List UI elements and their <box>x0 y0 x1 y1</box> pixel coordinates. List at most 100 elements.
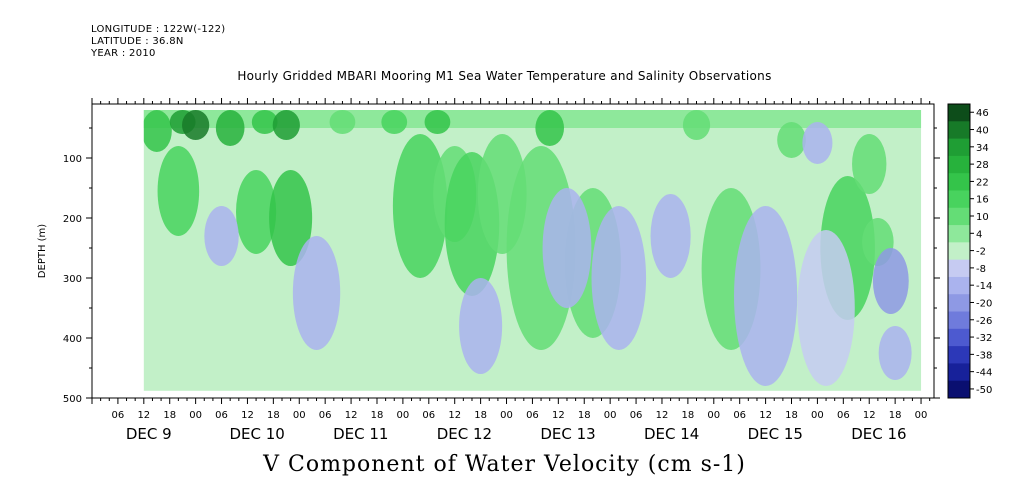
data-patch-11 <box>424 110 451 134</box>
data-patch-32 <box>802 122 833 164</box>
colorbar-label: -38 <box>976 350 992 361</box>
x-hour-label: 06 <box>837 410 850 421</box>
colorbar-label: 34 <box>976 143 989 154</box>
colorbar-label: -20 <box>976 298 992 309</box>
x-hour-label: 06 <box>112 410 125 421</box>
x-hour-label: 12 <box>656 410 669 421</box>
x-day-label: DEC 14 <box>644 425 699 443</box>
data-patch-8 <box>269 170 313 266</box>
data-patch-23 <box>852 134 887 194</box>
x-hour-label: 12 <box>759 410 772 421</box>
data-patch-26 <box>292 236 341 350</box>
y-tick-label: 200 <box>63 214 82 225</box>
y-tick-label: 100 <box>63 154 82 165</box>
data-patch-16 <box>535 110 565 146</box>
x-hour-label: 06 <box>422 410 435 421</box>
data-patch-29 <box>591 206 647 350</box>
x-hour-label: 06 <box>319 410 332 421</box>
colorbar-swatch <box>948 173 970 191</box>
data-patch-19 <box>682 110 711 140</box>
x-hour-label: 12 <box>137 410 150 421</box>
x-hour-label: 00 <box>293 410 306 421</box>
year-label: YEAR : 2010 <box>91 48 156 59</box>
x-hour-label: 12 <box>863 410 876 421</box>
y-tick-label: 500 <box>63 394 82 405</box>
data-patch-3 <box>215 110 245 146</box>
colorbar-swatch <box>948 207 970 226</box>
data-patch-4 <box>251 110 278 134</box>
data-patch-9 <box>329 110 356 134</box>
x-hour-label: 18 <box>474 410 487 421</box>
colorbar-swatch <box>948 311 970 330</box>
colorbar-label: 22 <box>976 177 989 188</box>
latitude-label: LATITUDE : 36.8N <box>91 36 184 47</box>
colorbar-label: 40 <box>976 126 989 137</box>
colorbar-label: 46 <box>976 108 989 119</box>
x-day-label: DEC 16 <box>851 425 906 443</box>
colorbar-label: 4 <box>976 229 982 240</box>
y-axis-label: DEPTH (m) <box>37 224 48 278</box>
x-hour-label: 00 <box>707 410 720 421</box>
colorbar-swatch <box>948 380 970 399</box>
data-patch-27 <box>459 278 503 374</box>
colorbar-label: 28 <box>976 160 989 171</box>
x-hour-label: 00 <box>500 410 513 421</box>
x-hour-label: 06 <box>733 410 746 421</box>
x-hour-label: 18 <box>163 410 176 421</box>
x-hour-label: 18 <box>267 410 280 421</box>
x-hour-label: 00 <box>397 410 410 421</box>
data-patch-2 <box>182 110 210 140</box>
x-hour-label: 00 <box>604 410 617 421</box>
colorbar-swatch <box>948 276 970 295</box>
data-patch-28 <box>542 188 592 308</box>
plot-frame <box>91 103 935 399</box>
colorbar-swatch <box>948 346 970 364</box>
x-hour-label: 18 <box>578 410 591 421</box>
colorbar-label: -26 <box>976 316 992 327</box>
colorbar-label: -32 <box>976 333 992 344</box>
x-day-label: DEC 13 <box>540 425 595 443</box>
data-patch-31 <box>734 206 798 386</box>
colorbar-label: -8 <box>976 264 986 275</box>
colorbar-swatch <box>948 294 970 313</box>
data-patches <box>143 110 912 386</box>
data-patch-21 <box>777 122 806 158</box>
colorbar: 46 40 34 28 22 16 10 4 -2 -8 -14 -20 -26 -32 -38 -44 -50 <box>947 103 992 399</box>
data-patch-30 <box>650 194 691 278</box>
colorbar-swatch <box>948 328 970 347</box>
colorbar-label: -44 <box>976 368 992 379</box>
x-hour-label: 18 <box>889 410 902 421</box>
data-patch-5 <box>272 110 300 140</box>
colorbar-swatch <box>948 242 970 261</box>
data-patch-12 <box>392 134 448 278</box>
data-patch-6 <box>157 146 200 236</box>
colorbar-swatch <box>948 155 970 174</box>
data-patch-33 <box>872 248 909 314</box>
colorbar-label: -2 <box>976 247 986 258</box>
axes: 06 12 18 00 06 12 18 00 06 12 18 00 06 12 18 00 06 12 18 00… <box>37 98 940 443</box>
y-tick-label: 400 <box>63 334 82 345</box>
x-hour-label: 06 <box>526 410 539 421</box>
x-hour-label: 12 <box>241 410 254 421</box>
heatmap-plot <box>92 104 934 398</box>
colorbar-swatch <box>948 104 970 122</box>
colorbar-swatch <box>948 138 970 157</box>
data-patch-0 <box>143 110 172 152</box>
data-patch-25 <box>204 206 239 266</box>
x-day-label: DEC 10 <box>229 425 284 443</box>
colorbar-label: -50 <box>976 385 992 396</box>
x-hour-label: 18 <box>371 410 384 421</box>
x-hour-label: 18 <box>682 410 695 421</box>
colorbar-swatch <box>948 225 970 243</box>
colorbar-label: -14 <box>976 281 992 292</box>
x-hour-label: 00 <box>811 410 824 421</box>
x-day-label: DEC 11 <box>333 425 388 443</box>
colorbar-swatch <box>948 121 970 140</box>
x-hour-label: 06 <box>630 410 643 421</box>
longitude-label: LONGITUDE : 122W(-122) <box>91 24 226 35</box>
data-patch-34 <box>878 326 912 380</box>
x-day-label: DEC 15 <box>748 425 803 443</box>
colorbar-swatch <box>948 259 970 278</box>
x-hour-label: 00 <box>915 410 928 421</box>
